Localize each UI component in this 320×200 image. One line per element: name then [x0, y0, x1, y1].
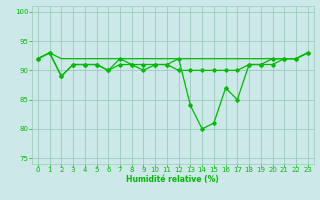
X-axis label: Humidité relative (%): Humidité relative (%): [126, 175, 219, 184]
